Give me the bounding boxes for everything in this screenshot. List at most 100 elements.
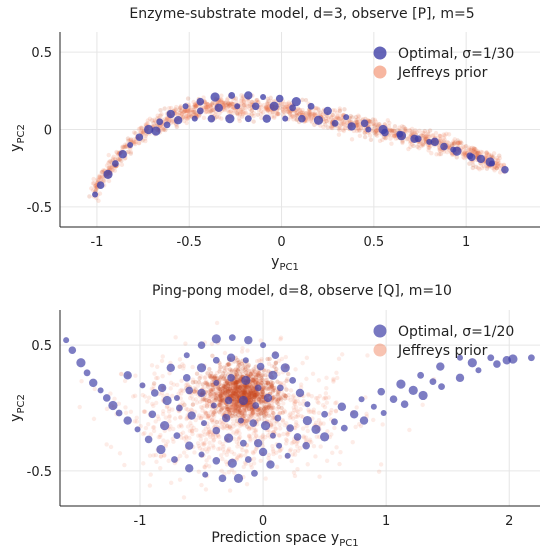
jeffreys-point xyxy=(180,362,185,367)
jeffreys-point xyxy=(185,383,191,388)
jeffreys-point xyxy=(358,125,364,130)
jeffreys-point xyxy=(169,119,175,124)
jeffreys-point xyxy=(262,409,268,415)
jeffreys-point xyxy=(266,413,272,418)
jeffreys-point xyxy=(243,105,248,111)
jeffreys-point xyxy=(230,402,235,407)
jeffreys-point xyxy=(181,114,186,120)
jeffreys-point xyxy=(276,390,281,395)
jeffreys-point xyxy=(104,442,109,447)
jeffreys-point xyxy=(204,105,209,110)
jeffreys-point xyxy=(218,99,223,104)
jeffreys-point xyxy=(283,354,289,360)
jeffreys-point xyxy=(241,390,246,395)
jeffreys-point xyxy=(128,149,134,155)
jeffreys-point xyxy=(259,400,264,405)
jeffreys-point xyxy=(339,122,344,127)
jeffreys-point xyxy=(240,366,246,371)
jeffreys-point xyxy=(251,451,256,456)
jeffreys-point xyxy=(222,350,228,356)
jeffreys-point xyxy=(234,374,239,380)
jeffreys-point xyxy=(177,107,182,112)
jeffreys-point xyxy=(235,379,240,385)
jeffreys-point xyxy=(180,400,185,405)
jeffreys-point xyxy=(371,121,376,126)
jeffreys-point xyxy=(350,440,355,445)
jeffreys-point xyxy=(222,107,227,113)
jeffreys-point xyxy=(234,99,239,104)
jeffreys-point xyxy=(322,119,327,125)
top-chart: Enzyme-substrate model, d=3, observe [P]… xyxy=(8,6,540,273)
jeffreys-point xyxy=(371,417,376,423)
optimal-point xyxy=(227,458,237,468)
jeffreys-point xyxy=(458,139,463,145)
jeffreys-point xyxy=(324,118,329,124)
top-xlabel: yPC1 xyxy=(271,254,299,273)
jeffreys-point xyxy=(276,396,281,402)
jeffreys-point xyxy=(259,379,264,385)
jeffreys-point xyxy=(300,107,305,113)
jeffreys-point xyxy=(260,390,266,395)
jeffreys-point xyxy=(376,121,382,127)
jeffreys-point xyxy=(349,137,355,142)
jeffreys-point xyxy=(341,128,347,134)
jeffreys-point xyxy=(270,407,275,413)
jeffreys-point xyxy=(235,379,241,385)
jeffreys-point xyxy=(219,468,224,474)
jeffreys-point xyxy=(438,137,443,142)
jeffreys-point xyxy=(232,397,237,402)
jeffreys-point xyxy=(416,142,422,147)
jeffreys-point xyxy=(203,426,208,431)
jeffreys-point xyxy=(165,439,170,444)
jeffreys-point xyxy=(491,166,497,171)
jeffreys-point xyxy=(392,133,397,138)
jeffreys-point xyxy=(251,397,257,402)
jeffreys-point xyxy=(407,128,413,133)
jeffreys-point xyxy=(250,450,256,455)
jeffreys-point xyxy=(220,389,226,395)
optimal-point xyxy=(426,138,433,145)
jeffreys-point xyxy=(227,381,232,387)
optimal-point xyxy=(83,369,91,377)
jeffreys-point xyxy=(275,392,280,397)
jeffreys-point xyxy=(316,107,322,113)
jeffreys-point xyxy=(356,126,361,132)
jeffreys-point xyxy=(163,127,168,133)
jeffreys-point xyxy=(122,378,128,384)
jeffreys-point xyxy=(152,117,157,122)
jeffreys-point xyxy=(294,420,299,425)
jeffreys-point xyxy=(249,408,254,414)
jeffreys-point xyxy=(203,102,208,108)
jeffreys-point xyxy=(209,102,215,107)
jeffreys-point xyxy=(249,108,255,113)
optimal-point xyxy=(144,124,154,135)
jeffreys-point xyxy=(227,488,233,493)
jeffreys-point xyxy=(240,107,245,112)
jeffreys-point xyxy=(244,385,250,390)
jeffreys-point xyxy=(235,385,240,390)
jeffreys-point xyxy=(250,374,256,380)
optimal-point xyxy=(111,160,119,167)
jeffreys-point xyxy=(220,396,225,401)
y-tick-label: -0.5 xyxy=(27,465,52,480)
jeffreys-point xyxy=(210,435,216,440)
jeffreys-point xyxy=(463,143,469,149)
jeffreys-point xyxy=(494,165,499,171)
jeffreys-point xyxy=(222,378,227,383)
jeffreys-point xyxy=(421,131,427,136)
jeffreys-point xyxy=(294,112,299,118)
jeffreys-point xyxy=(275,111,280,116)
jeffreys-point xyxy=(311,111,316,116)
jeffreys-point xyxy=(242,364,247,370)
jeffreys-point xyxy=(218,364,223,370)
jeffreys-point xyxy=(106,178,112,184)
optimal-point xyxy=(102,394,111,402)
jeffreys-point xyxy=(134,415,139,421)
jeffreys-point xyxy=(242,388,248,394)
jeffreys-point xyxy=(293,422,299,427)
jeffreys-point xyxy=(330,108,336,113)
optimal-point xyxy=(302,415,312,426)
top-legend: Optimal, σ=1/30 Jeffreys prior xyxy=(373,46,514,81)
jeffreys-point xyxy=(180,430,186,435)
jeffreys-point xyxy=(203,411,209,416)
